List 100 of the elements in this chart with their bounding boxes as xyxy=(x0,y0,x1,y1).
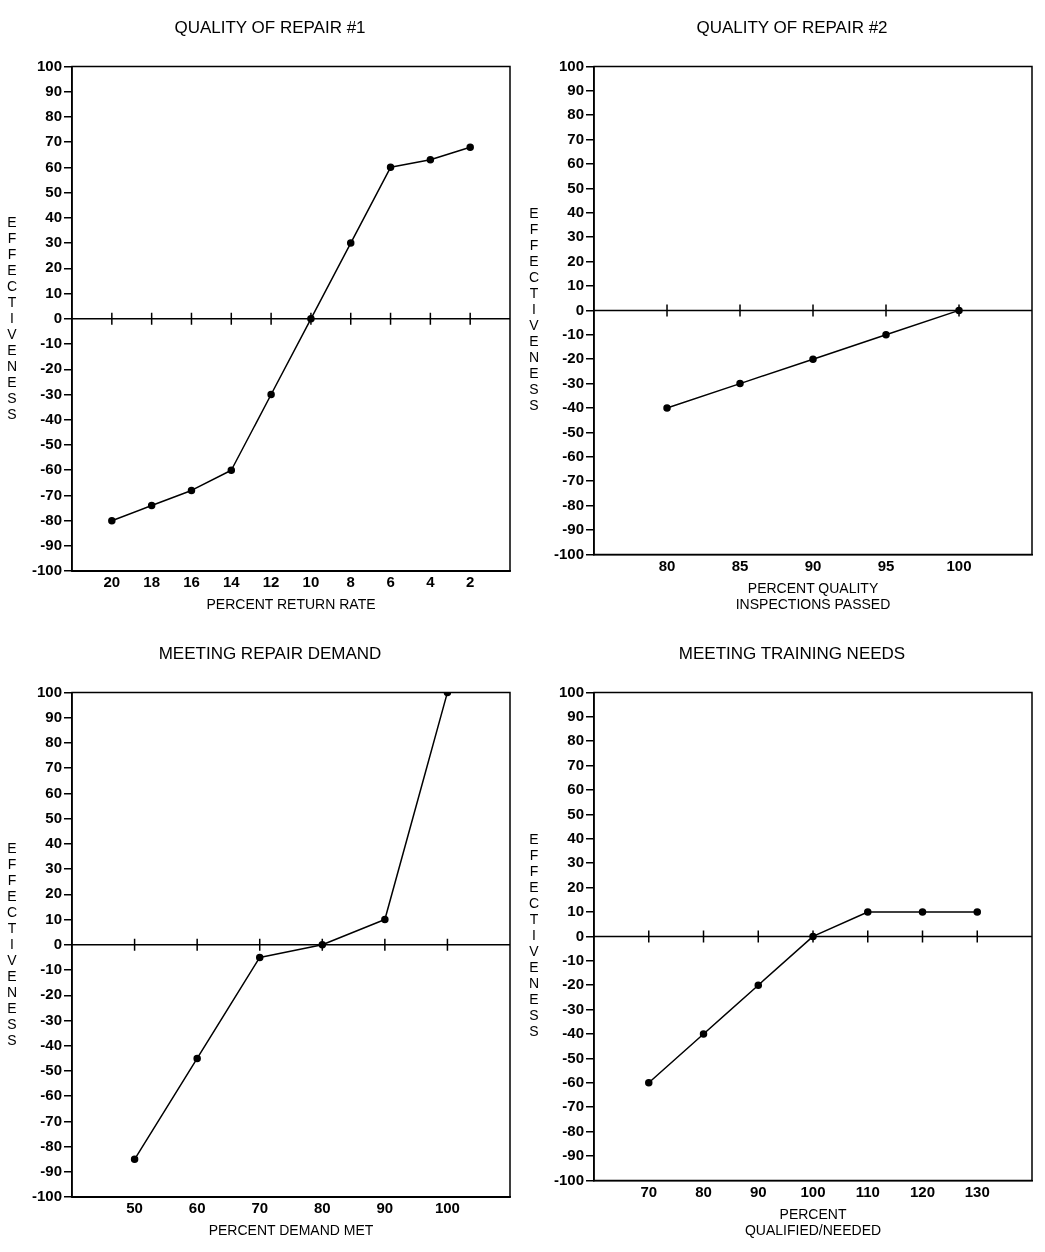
x-tick-label: 120 xyxy=(909,1182,936,1200)
y-tick-label: 70 xyxy=(45,132,63,150)
y-tick-label: 30 xyxy=(567,227,585,245)
y-tick-label: 80 xyxy=(45,107,63,125)
y-tick-label: -60 xyxy=(40,460,63,478)
text: EFFECTIVENESS xyxy=(528,205,540,414)
y-tick-label: 10 xyxy=(567,902,585,920)
y-tick-label: 0 xyxy=(575,926,585,944)
y-tick-label: -40 xyxy=(562,398,585,416)
y-tick-label: 50 xyxy=(45,182,63,200)
x-tick-label: 70 xyxy=(640,1182,658,1200)
y-tick-label: 20 xyxy=(45,884,63,902)
y-tick-label: -20 xyxy=(562,349,585,367)
y-tick-label: -50 xyxy=(40,1061,63,1079)
y-tick-label: 20 xyxy=(567,877,585,895)
y-tick-label: 0 xyxy=(575,300,585,318)
y-tick-label: -100 xyxy=(31,1187,63,1205)
y-tick-label: -20 xyxy=(562,975,585,993)
y-tick-label: -80 xyxy=(40,1136,63,1154)
y-tick-label: 50 xyxy=(567,178,585,196)
y-tick-label: 50 xyxy=(45,808,63,826)
y-tick-label: -20 xyxy=(40,985,63,1003)
chart-title: QUALITY OF REPAIR #1 xyxy=(174,17,366,37)
y-tick-label: 10 xyxy=(45,283,63,301)
x-tick-label: 10 xyxy=(302,573,320,591)
y-tick-label: -90 xyxy=(562,520,585,538)
x-tick-label: 60 xyxy=(188,1199,206,1217)
y-tick-label: 10 xyxy=(567,276,585,294)
y-tick-label: -70 xyxy=(562,1097,585,1115)
y-tick-label: 70 xyxy=(567,755,585,773)
x-tick-label: 110 xyxy=(855,1182,880,1200)
y-tick-label: 100 xyxy=(558,56,585,74)
y-tick-label: -30 xyxy=(562,999,585,1017)
chart-title: MEETING REPAIR DEMAND xyxy=(158,643,382,663)
y-tick-label: -30 xyxy=(40,1010,63,1028)
y-tick-label: 80 xyxy=(45,733,63,751)
y-tick-label: -80 xyxy=(562,495,585,513)
x-tick-label: 80 xyxy=(313,1199,331,1217)
y-tick-label: 100 xyxy=(36,682,63,700)
y-tick-label: 10 xyxy=(45,909,63,927)
y-tick-label: -30 xyxy=(40,384,63,402)
y-tick-label: 0 xyxy=(53,934,63,952)
x-axis-title: PERCENT RETURN RATE xyxy=(206,596,376,613)
y-tick-label: 90 xyxy=(567,80,585,98)
y-tick-label: 50 xyxy=(567,804,585,822)
y-tick-label: 100 xyxy=(36,56,63,74)
x-tick-label: 100 xyxy=(800,1182,826,1200)
x-tick-label: 6 xyxy=(386,573,395,591)
y-tick-label: -100 xyxy=(31,561,63,579)
y-tick-label: 80 xyxy=(567,731,585,749)
x-tick-label: 90 xyxy=(804,556,822,574)
y-tick-label: 20 xyxy=(45,258,63,276)
x-tick-label: 12 xyxy=(262,573,280,591)
y-tick-label: -60 xyxy=(40,1086,63,1104)
y-tick-label: -70 xyxy=(562,471,585,489)
x-tick-label: 90 xyxy=(749,1182,767,1200)
text: EFFECTIVENESS xyxy=(528,831,540,1040)
x-tick-label: 8 xyxy=(346,573,355,591)
y-tick-label: -60 xyxy=(562,446,585,464)
chart-title: QUALITY OF REPAIR #2 xyxy=(696,17,888,37)
y-tick-label: -10 xyxy=(562,324,585,342)
y-tick-label: -100 xyxy=(553,1170,585,1188)
y-tick-label: 40 xyxy=(567,202,585,220)
y-tick-label: -70 xyxy=(40,485,63,503)
y-tick-label: -90 xyxy=(40,536,63,554)
y-tick-label: -40 xyxy=(40,1035,63,1053)
y-tick-label: -50 xyxy=(562,1048,585,1066)
y-tick-label: 90 xyxy=(45,81,63,99)
y-tick-label: -10 xyxy=(562,950,585,968)
x-axis-title: PERCENT QUALITY INSPECTIONS PASSED xyxy=(735,579,891,613)
text: EFFECTIVENESS xyxy=(6,839,18,1048)
y-tick-label: 30 xyxy=(45,859,63,877)
y-tick-label: -90 xyxy=(40,1162,63,1180)
y-tick-label: -70 xyxy=(40,1111,63,1129)
y-tick-label: 100 xyxy=(558,682,585,700)
y-tick-label: 0 xyxy=(53,308,63,326)
y-tick-label: -10 xyxy=(40,960,63,978)
y-tick-label: 90 xyxy=(567,706,585,724)
y-tick-label: -80 xyxy=(40,510,63,528)
y-tick-label: 60 xyxy=(45,783,63,801)
y-tick-label: 90 xyxy=(45,707,63,725)
y-tick-label: -30 xyxy=(562,373,585,391)
y-tick-label: -20 xyxy=(40,359,63,377)
y-tick-label: 60 xyxy=(567,154,585,172)
x-tick-label: 80 xyxy=(695,1182,712,1200)
y-tick-label: -50 xyxy=(562,422,585,440)
y-tick-label: -90 xyxy=(562,1146,585,1164)
x-tick-label: 100 xyxy=(434,1199,460,1217)
x-axis-title: PERCENT QUALIFIED/NEEDED xyxy=(744,1205,882,1239)
y-tick-label: 40 xyxy=(45,207,63,225)
y-tick-label: 60 xyxy=(45,157,63,175)
x-tick-label: 14 xyxy=(222,573,241,591)
x-tick-label: 80 xyxy=(658,556,676,574)
y-tick-label: 20 xyxy=(567,251,585,269)
x-tick-label: 130 xyxy=(964,1182,990,1200)
x-tick-label: 95 xyxy=(877,556,895,574)
y-tick-label: -80 xyxy=(562,1121,585,1139)
text: EFFECTIVENESS xyxy=(6,213,18,422)
chart-title: MEETING TRAINING NEEDS xyxy=(678,643,906,663)
y-tick-label: 60 xyxy=(567,780,585,798)
